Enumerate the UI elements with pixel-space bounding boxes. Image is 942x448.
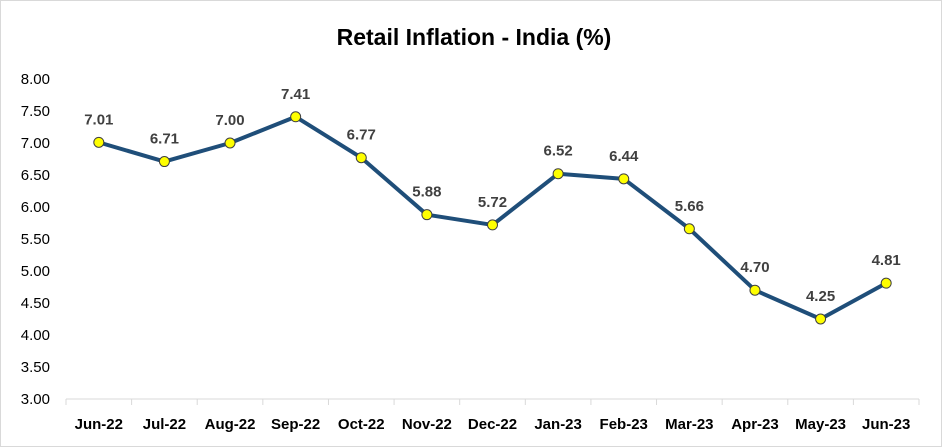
data-label: 4.25 [806,288,835,305]
x-tick-label: Feb-23 [600,416,648,433]
data-point [618,173,630,185]
y-tick-label: 6.50 [21,167,50,184]
y-tick-label: 3.50 [21,359,50,376]
data-label: 5.72 [478,194,507,211]
x-tick-label: Sep-22 [271,416,320,433]
x-tick-label: May-23 [795,416,846,433]
data-point [880,277,892,289]
data-label: 7.00 [215,112,244,129]
x-tick-label: Nov-22 [402,416,452,433]
data-label: 4.81 [872,252,901,269]
x-tick-label: Jun-23 [862,416,910,433]
chart-title: Retail Inflation - India (%) [337,24,612,50]
y-tick-label: 8.00 [21,71,50,88]
x-tick-label: Jan-23 [534,416,582,433]
data-point [421,209,433,221]
data-point [224,137,236,149]
data-label: 7.41 [281,86,310,103]
data-point [683,223,695,235]
data-label: 6.52 [544,143,573,160]
x-tick-label: Dec-22 [468,416,517,433]
y-tick-label: 4.50 [21,295,50,312]
y-tick-label: 3.00 [21,391,50,408]
data-label: 4.70 [740,259,769,276]
data-point [815,313,827,325]
data-label: 6.71 [150,131,179,148]
data-markers [93,111,892,325]
data-label: 6.77 [347,127,376,144]
data-label: 5.66 [675,198,704,215]
y-tick-label: 7.00 [21,135,50,152]
x-tick-label: Jul-22 [143,416,186,433]
data-point [552,168,564,180]
data-labels: 7.01 6.71 7.00 7.41 6.77 5.88 5.72 6.52 6.44 5.66… [84,86,901,305]
series-polyline [96,114,889,321]
x-tick-label: Mar-23 [665,416,713,433]
data-point [749,284,761,296]
x-tick-label: Apr-23 [731,416,779,433]
x-axis: Jun-22 Jul-22 Aug-22 Sep-22 Oct-22 Nov-22 Dec-… [65,398,920,433]
y-tick-label: 4.00 [21,327,50,344]
y-axis: 3.00 3.50 4.00 4.50 5.00 5.50 6.00 6.50 7.00 7.50… [21,71,50,408]
y-tick-label: 5.00 [21,263,50,280]
series-line [96,114,889,321]
x-tick-label: Oct-22 [338,416,385,433]
data-label: 6.44 [609,148,639,165]
y-tick-label: 6.00 [21,199,50,216]
data-label: 7.01 [84,111,113,128]
x-tick-label: Jun-22 [75,416,123,433]
y-tick-label: 7.50 [21,103,50,120]
x-tick-label: Aug-22 [205,416,256,433]
data-point [355,152,367,164]
data-point [93,136,105,148]
y-tick-label: 5.50 [21,231,50,248]
data-point [158,156,170,168]
data-point [290,111,302,123]
data-point [487,219,498,231]
data-label: 5.88 [412,184,441,201]
